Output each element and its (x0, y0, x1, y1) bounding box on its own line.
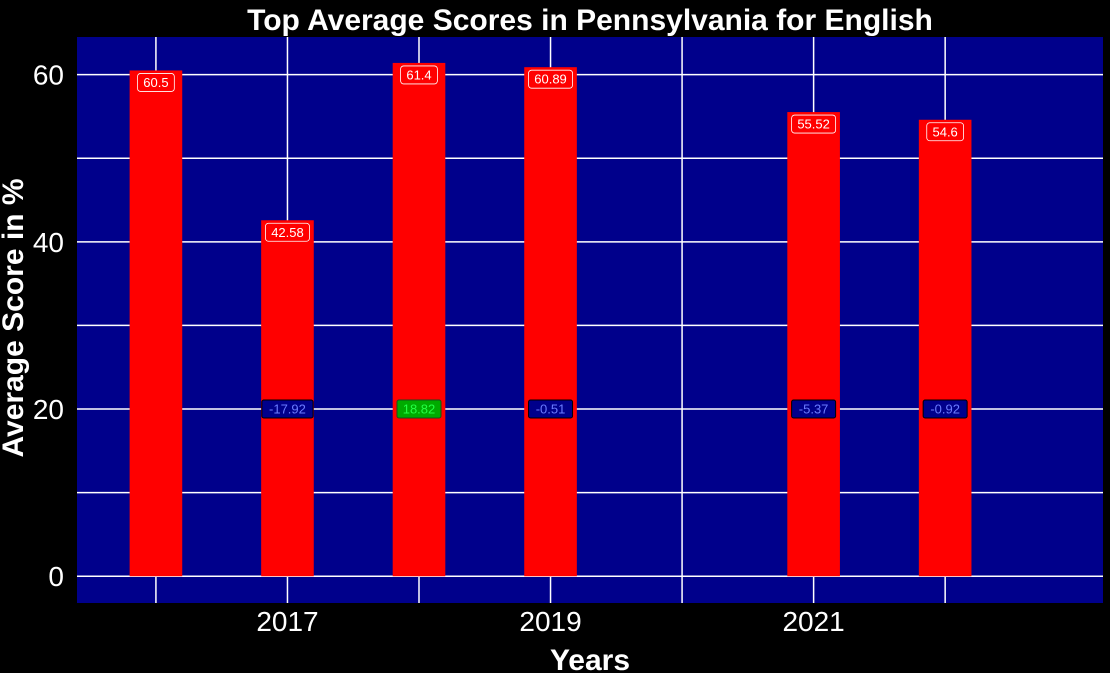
change-label: -0.92 (930, 402, 960, 417)
change-label-box (791, 399, 837, 419)
value-label: 55.52 (797, 117, 830, 132)
value-label-box (265, 222, 310, 242)
x-axis-label: Years (550, 644, 630, 673)
bar (787, 112, 840, 577)
value-label-box (528, 69, 573, 89)
change-label-box (261, 399, 314, 419)
chart-title: Top Average Scores in Pennsylvania for E… (247, 4, 933, 37)
value-label-box (926, 122, 964, 142)
value-label-box (791, 114, 837, 134)
value-label: 42.58 (271, 225, 304, 240)
x-tick-label: 2017 (256, 606, 318, 637)
change-label: 18.82 (403, 402, 436, 417)
value-label-box (400, 65, 438, 85)
y-axis-label: Average Score in % (0, 178, 30, 457)
change-label: -0.51 (536, 402, 566, 417)
bar (524, 67, 577, 577)
axis-ticks: 0 20 40 60 2017 2019 2021 (33, 60, 845, 637)
y-tick-label: 60 (33, 60, 64, 91)
bar (392, 62, 446, 577)
bar (261, 220, 314, 577)
value-label: 61.4 (406, 67, 431, 82)
value-label: 54.6 (932, 124, 957, 139)
y-tick-label: 0 (48, 561, 64, 592)
data-labels: 60.5 42.58 61.4 60.89 55.52 54.6 -17.92 18.82 -0… (137, 65, 968, 419)
value-label: 60.89 (534, 72, 567, 87)
change-label: -5.37 (799, 402, 829, 417)
value-label: 60.5 (143, 75, 168, 90)
y-tick-label: 40 (33, 227, 64, 258)
change-label: -17.92 (269, 402, 306, 417)
change-label-box (922, 399, 968, 419)
x-tick-label: 2019 (519, 606, 581, 637)
bar (918, 119, 972, 577)
bars (129, 62, 972, 577)
bar (129, 70, 183, 577)
change-label-box (396, 399, 442, 419)
x-tick-label: 2021 (782, 606, 844, 637)
y-tick-label: 20 (33, 394, 64, 425)
value-label-box (137, 73, 175, 92)
change-label-box (528, 399, 574, 419)
